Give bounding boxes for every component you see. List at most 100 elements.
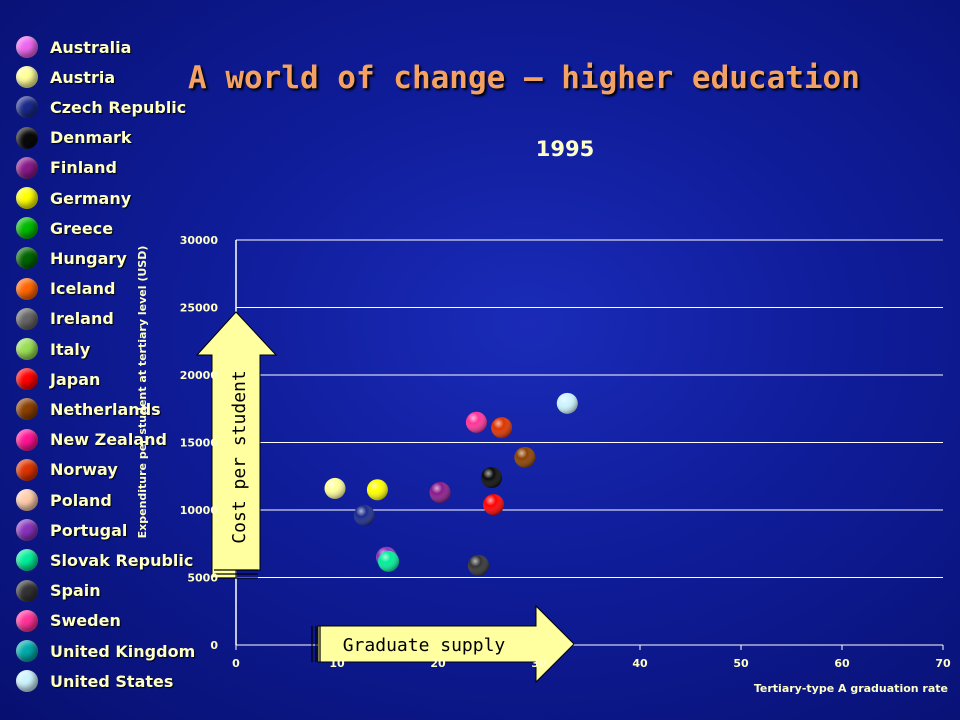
legend-item-united-kingdom: United Kingdom	[16, 636, 195, 666]
legend-marker	[16, 126, 38, 149]
legend-item-greece: Greece	[16, 213, 113, 243]
legend-item-australia: Australia	[16, 32, 131, 62]
data-point-shade	[467, 554, 489, 576]
legend-label: Portugal	[50, 520, 128, 540]
y-tick-label: 5000	[187, 572, 218, 585]
legend-marker	[16, 307, 38, 330]
legend-item-austria: Austria	[16, 62, 115, 92]
legend-label: Sweden	[50, 611, 121, 631]
legend-marker	[16, 156, 38, 179]
legend-item-hungary: Hungary	[16, 243, 127, 273]
graduate-arrow	[317, 604, 575, 684]
legend-marker	[16, 609, 38, 632]
data-point-sweden	[465, 411, 487, 433]
data-point-shade	[366, 479, 388, 501]
legend-marker	[16, 670, 38, 693]
legend-marker	[16, 277, 38, 300]
legend-label: United States	[50, 671, 174, 691]
x-tick-label: 0	[232, 657, 240, 670]
legend-item-japan: Japan	[16, 364, 100, 394]
x-tick-label: 10	[329, 657, 345, 670]
data-point-spain	[467, 554, 489, 576]
legend-item-sweden: Sweden	[16, 606, 121, 636]
graduate-arrow-label: Graduate supply	[343, 635, 506, 656]
y-tick-label: 15000	[180, 437, 219, 450]
y-tick-label: 25000	[180, 302, 219, 315]
legend-marker	[16, 640, 38, 662]
legend-label: Norway	[50, 460, 118, 480]
legend-label: Ireland	[50, 309, 114, 329]
y-tick-label: 10000	[180, 504, 219, 517]
data-point-netherlands	[514, 446, 536, 468]
legend-item-germany: Germany	[16, 183, 131, 213]
legend-marker	[16, 519, 38, 542]
legend-item-poland: Poland	[16, 485, 112, 515]
legend-marker	[16, 217, 38, 240]
legend-marker	[16, 36, 38, 58]
data-point-japan	[483, 494, 505, 516]
legend-marker	[16, 489, 38, 511]
data-point-shade	[429, 481, 451, 503]
legend-marker	[16, 187, 38, 209]
legend-label: Hungary	[50, 248, 127, 268]
legend-marker	[16, 247, 38, 270]
data-point-denmark	[481, 467, 503, 489]
legend-item-slovak-republic: Slovak Republic	[16, 545, 193, 575]
data-point-shade	[481, 467, 503, 489]
x-tick-label: 70	[935, 657, 951, 670]
cost-arrow-label: Cost per student	[229, 370, 250, 543]
data-point-shade	[353, 504, 375, 526]
legend-item-finland: Finland	[16, 153, 117, 183]
x-tick-label: 40	[632, 657, 648, 670]
legend-item-united-states: United States	[16, 666, 173, 696]
legend-marker	[16, 428, 38, 451]
legend-label: Australia	[50, 37, 132, 57]
legend-item-denmark: Denmark	[16, 123, 132, 153]
legend-item-czech-republic: Czech Republic	[16, 92, 186, 122]
data-point-shade	[324, 477, 346, 499]
legend-label: Poland	[50, 490, 112, 510]
data-point-norway	[491, 417, 513, 439]
data-point-shade	[556, 392, 578, 414]
legend-label: Greece	[50, 218, 114, 238]
legend-label: United Kingdom	[50, 641, 196, 661]
x-tick-label: 50	[733, 657, 749, 670]
legend-item-iceland: Iceland	[16, 274, 115, 304]
y-tick-label: 30000	[180, 234, 219, 247]
legend-label: Iceland	[50, 279, 116, 299]
legend-marker	[16, 549, 38, 572]
legend-marker	[16, 368, 38, 391]
legend-item-new-zealand: New Zealand	[16, 425, 167, 455]
y-tick-label: 20000	[180, 369, 219, 382]
legend-label: Japan	[50, 369, 101, 389]
data-point-united-states	[556, 392, 578, 414]
legend-marker	[16, 66, 38, 89]
legend-marker	[16, 458, 38, 481]
data-point-austria	[324, 477, 346, 499]
axis-labels: 0 5000 10000 15000 20000 25000 30000 0 10 20 30 40 5…	[136, 234, 951, 695]
data-point-shade	[465, 411, 487, 433]
legend-label: Czech Republic	[50, 97, 187, 117]
x-tick-label: 60	[834, 657, 850, 670]
legend-label: Austria	[50, 67, 116, 87]
legend-item-spain: Spain	[16, 576, 101, 606]
legend-label: Slovak Republic	[50, 550, 194, 570]
x-tick-label: 20	[430, 657, 446, 670]
data-point-germany	[366, 479, 388, 501]
legend-label: Netherlands	[50, 399, 161, 419]
legend-marker	[16, 398, 38, 421]
data-point-czech-republic	[353, 504, 375, 526]
x-tick-label: 30	[531, 657, 547, 670]
legend-item-ireland: Ireland	[16, 304, 114, 334]
y-axis-title: Expenditure per student at tertiary leve…	[136, 246, 149, 539]
data-point-shade	[378, 550, 400, 572]
x-axis-title: Tertiary-type A graduation rate	[754, 682, 948, 695]
legend-label: New Zealand	[50, 430, 167, 450]
legend-item-portugal: Portugal	[16, 515, 127, 545]
legend-item-italy: Italy	[16, 334, 90, 364]
grid	[235, 239, 944, 650]
data-point-slovak-republic	[378, 550, 400, 572]
legend-label: Spain	[50, 581, 101, 601]
legend-marker	[16, 96, 38, 119]
